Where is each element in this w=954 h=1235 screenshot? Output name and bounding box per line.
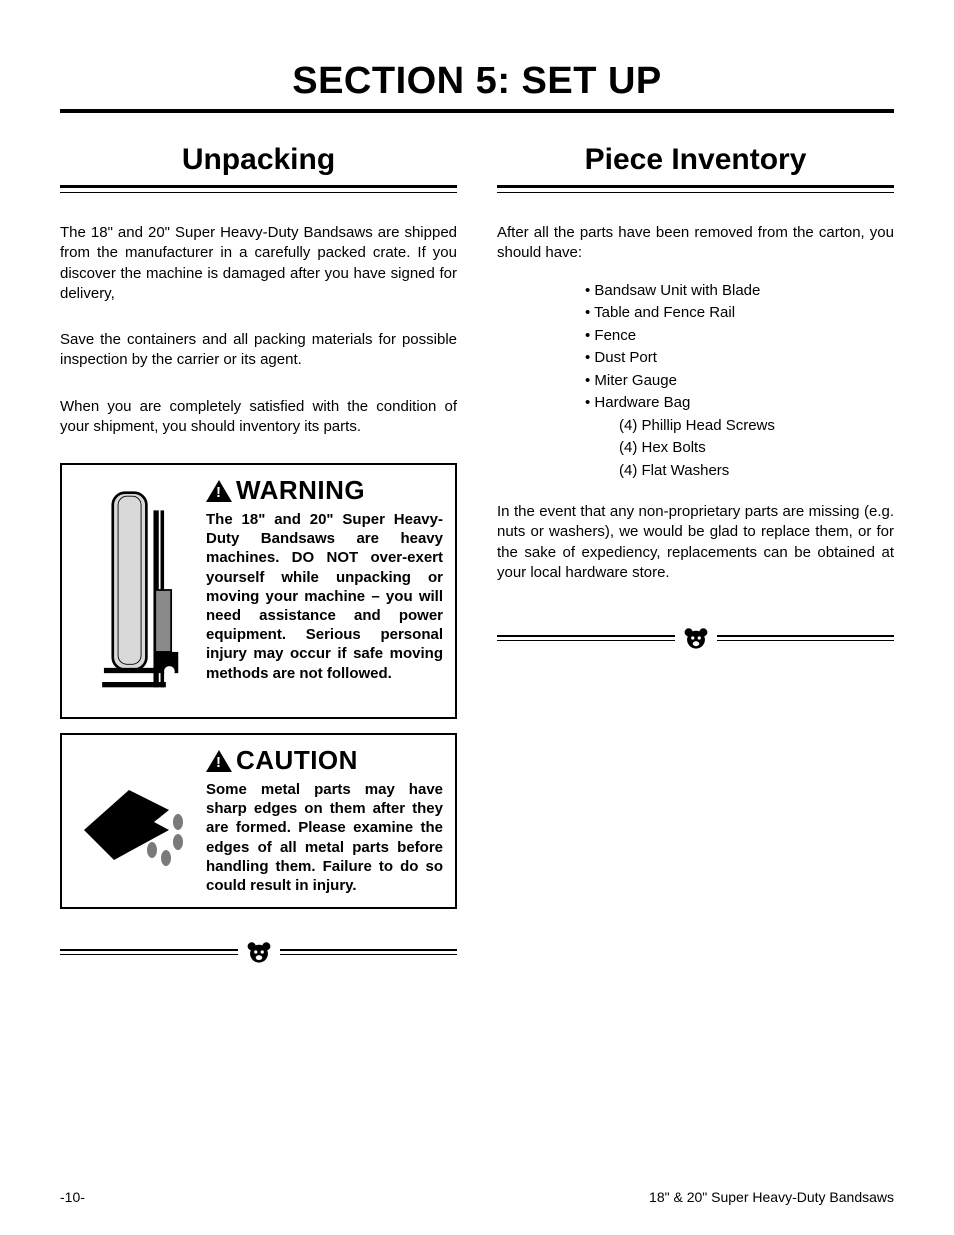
section-end-ornament <box>60 939 457 965</box>
inventory-intro: After all the parts have been removed fr… <box>497 223 894 264</box>
warning-header: WARNING <box>206 475 443 506</box>
list-subitem: (4) Phillip Head Screws <box>619 415 894 438</box>
list-item: • Bandsaw Unit with Blade <box>585 280 894 303</box>
unpacking-heading: Unpacking <box>60 143 457 177</box>
warning-triangle-icon <box>206 480 232 502</box>
section-end-ornament <box>497 625 894 651</box>
sharp-edge-icon <box>74 745 194 895</box>
bear-logo-icon <box>246 939 272 965</box>
unpacking-para-3: When you are completely satisfied with t… <box>60 397 457 438</box>
list-item: • Fence <box>585 325 894 348</box>
list-item: • Dust Port <box>585 347 894 370</box>
unpacking-para-2: Save the containers and all packing mate… <box>60 330 457 371</box>
caution-label: CAUTION <box>236 745 358 776</box>
subheading-rule <box>60 185 457 193</box>
caution-callout: CAUTION Some metal parts may have sharp … <box>60 733 457 909</box>
forklift-icon <box>74 475 194 705</box>
list-subitem: (4) Flat Washers <box>619 460 894 483</box>
caution-triangle-icon <box>206 750 232 772</box>
left-column: Unpacking The 18" and 20" Super Heavy-Du… <box>60 143 457 981</box>
section-rule <box>60 109 894 113</box>
warning-body: The 18" and 20" Super Heavy-Duty Bandsaw… <box>206 510 443 683</box>
list-item: • Table and Fence Rail <box>585 302 894 325</box>
caution-header: CAUTION <box>206 745 443 776</box>
warning-callout: WARNING The 18" and 20" Super Heavy-Duty… <box>60 463 457 719</box>
two-column-layout: Unpacking The 18" and 20" Super Heavy-Du… <box>60 143 894 981</box>
subheading-rule <box>497 185 894 193</box>
unpacking-para-1: The 18" and 20" Super Heavy-Duty Bandsaw… <box>60 223 457 304</box>
inventory-list: • Bandsaw Unit with Blade • Table and Fe… <box>497 280 894 483</box>
manual-page: SECTION 5: SET UP Unpacking The 18" and … <box>0 0 954 1235</box>
doc-title-footer: 18" & 20" Super Heavy-Duty Bandsaws <box>649 1189 894 1205</box>
list-subitem: (4) Hex Bolts <box>619 437 894 460</box>
section-title: SECTION 5: SET UP <box>60 60 894 103</box>
right-column: Piece Inventory After all the parts have… <box>497 143 894 981</box>
caution-body: Some metal parts may have sharp edges on… <box>206 780 443 895</box>
inventory-heading: Piece Inventory <box>497 143 894 177</box>
list-item: • Miter Gauge <box>585 370 894 393</box>
bear-logo-icon <box>683 625 709 651</box>
page-number: -10- <box>60 1189 85 1205</box>
warning-label: WARNING <box>236 475 365 506</box>
inventory-outro: In the event that any non-proprietary pa… <box>497 502 894 583</box>
list-item: • Hardware Bag <box>585 392 894 415</box>
page-footer: -10- 18" & 20" Super Heavy-Duty Bandsaws <box>60 1189 894 1205</box>
